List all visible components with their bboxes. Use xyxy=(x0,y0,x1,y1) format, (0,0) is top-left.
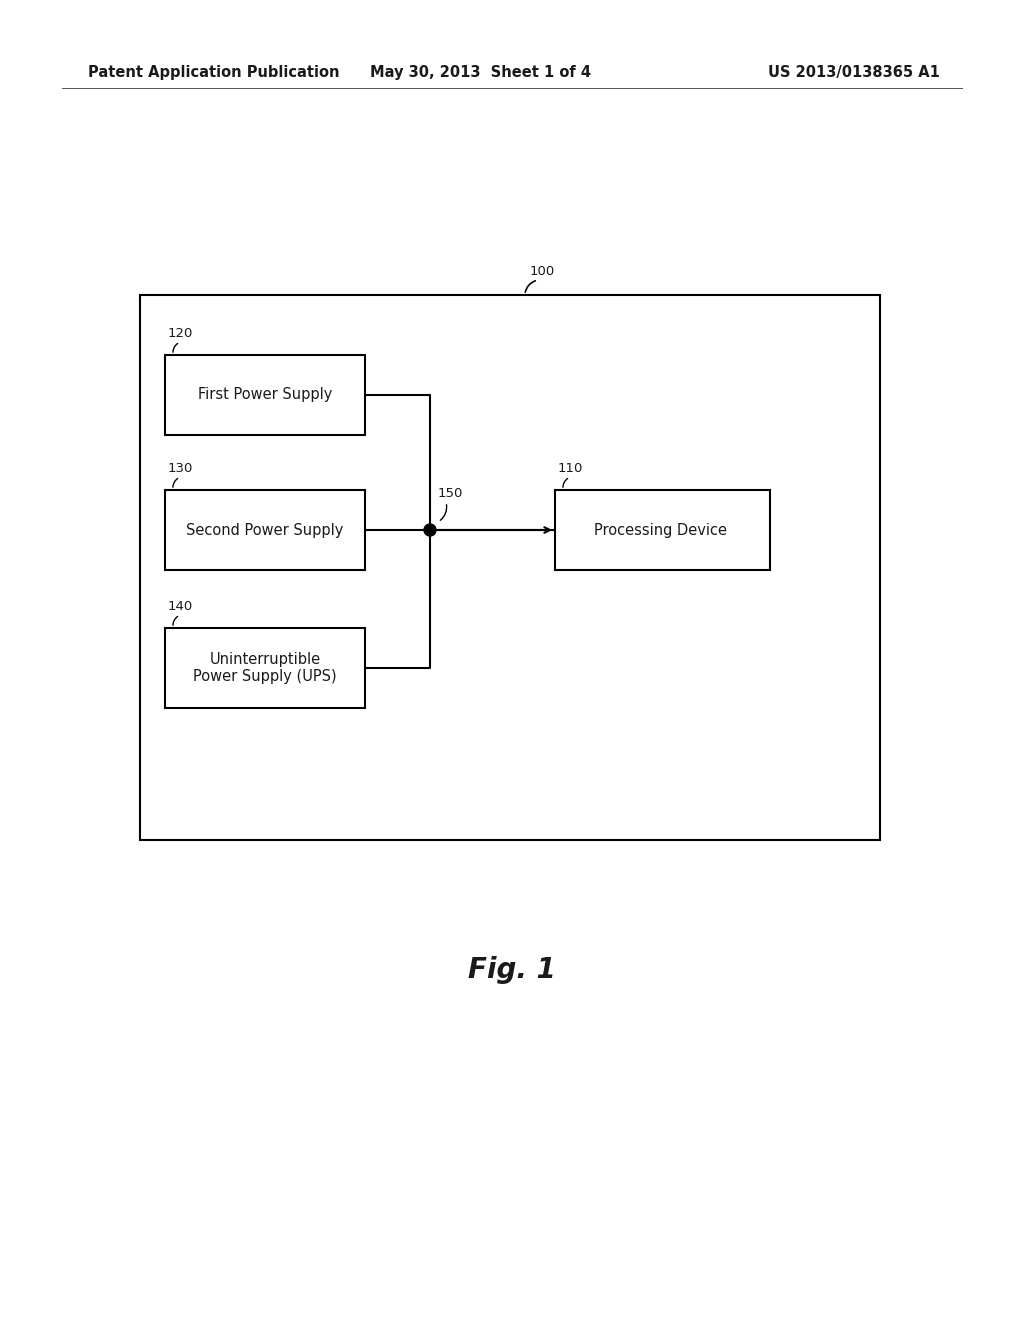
Text: Processing Device: Processing Device xyxy=(594,523,726,537)
Text: 110: 110 xyxy=(558,462,584,475)
Bar xyxy=(165,628,365,708)
Text: US 2013/0138365 A1: US 2013/0138365 A1 xyxy=(768,65,940,79)
Text: 120: 120 xyxy=(168,327,194,341)
Bar xyxy=(165,355,365,436)
Text: Fig. 1: Fig. 1 xyxy=(468,956,556,983)
Text: May 30, 2013  Sheet 1 of 4: May 30, 2013 Sheet 1 of 4 xyxy=(370,65,591,79)
Bar xyxy=(165,490,365,570)
Text: Uninterruptible
Power Supply (UPS): Uninterruptible Power Supply (UPS) xyxy=(194,652,337,684)
Bar xyxy=(140,294,880,840)
Bar xyxy=(555,490,770,570)
Text: First Power Supply: First Power Supply xyxy=(198,388,332,403)
Text: Patent Application Publication: Patent Application Publication xyxy=(88,65,340,79)
Text: 150: 150 xyxy=(438,487,464,500)
Text: 140: 140 xyxy=(168,601,194,612)
Text: 130: 130 xyxy=(168,462,194,475)
Text: 100: 100 xyxy=(530,265,555,279)
Circle shape xyxy=(424,524,436,536)
Text: Second Power Supply: Second Power Supply xyxy=(186,523,344,537)
